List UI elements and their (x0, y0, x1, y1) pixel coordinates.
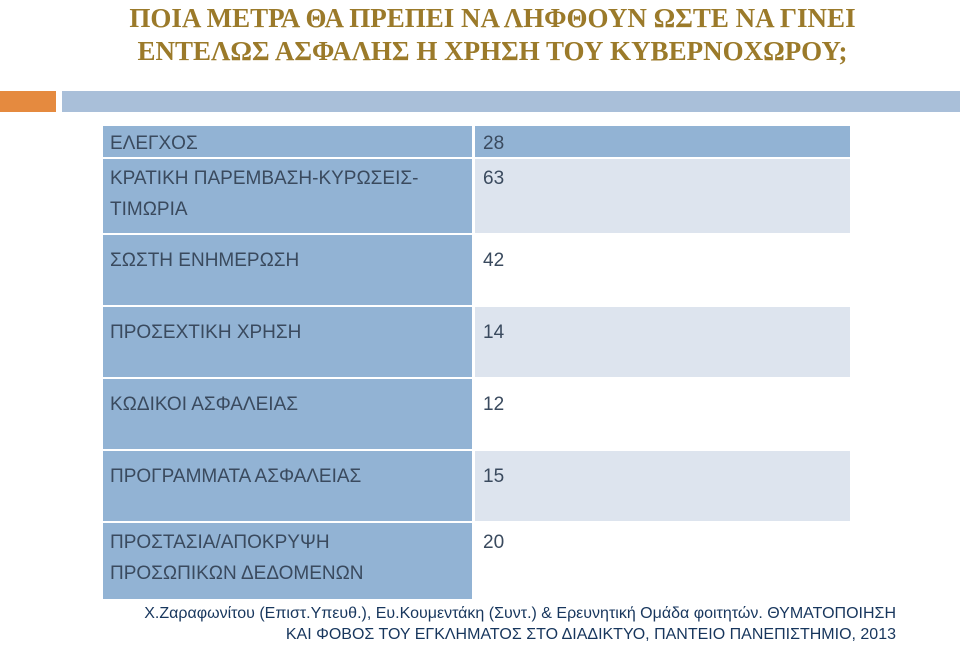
accent-bar (62, 91, 960, 112)
row-label-line: ΠΡΟΣΤΑΣΙΑ/ΑΠΟΚΡΥΨΗ (110, 532, 330, 553)
row-label-line: ΤΙΜΩΡΙΑ (110, 199, 188, 220)
row-label-line: ΠΡΟΓΡΑΜΜΑΤΑ ΑΣΦΑΛΕΙΑΣ (110, 466, 362, 487)
row-label: ΠΡΟΣΕΧΤΙΚΗ ΧΡΗΣΗ (103, 307, 472, 377)
row-label: ΠΡΟΓΡΑΜΜΑΤΑ ΑΣΦΑΛΕΙΑΣ (103, 451, 472, 521)
row-label: ΣΩΣΤΗ ΕΝΗΜΕΡΩΣΗ (103, 235, 472, 305)
row-value: 12 (475, 379, 850, 449)
row-label-line: ΣΩΣΤΗ ΕΝΗΜΕΡΩΣΗ (110, 250, 300, 271)
table-row: ΣΩΣΤΗ ΕΝΗΜΕΡΩΣΗ 42 (103, 235, 850, 305)
row-value: 14 (475, 307, 850, 377)
slide-title-line-1: ΠΟΙΑ ΜΕΤΡΑ ΘΑ ΠΡΕΠΕΙ ΝΑ ΛΗΦΘΟΥΝ ΩΣΤΕ ΝΑ … (129, 3, 856, 33)
row-label: ΚΩΔΙΚΟΙ ΑΣΦΑΛΕΙΑΣ (103, 379, 472, 449)
slide-title-line-2: ΕΝΤΕΛΩΣ ΑΣΦΑΛΗΣ Η ΧΡΗΣΗ ΤΟΥ ΚΥΒΕΡΝΟΧΩΡΟΥ… (137, 36, 848, 66)
row-value: 20 (475, 523, 850, 599)
row-label-line: ΠΡΟΣΩΠΙΚΩΝ ΔΕΔΟΜΕΝΩΝ (110, 563, 364, 584)
row-label: ΕΛΕΓΧΟΣ (103, 126, 472, 157)
table-row: ΠΡΟΣΤΑΣΙΑ/ΑΠΟΚΡΥΨΗ ΠΡΟΣΩΠΙΚΩΝ ΔΕΔΟΜΕΝΩΝ … (103, 523, 850, 599)
slide-title: ΠΟΙΑ ΜΕΤΡΑ ΘΑ ΠΡΕΠΕΙ ΝΑ ΛΗΦΘΟΥΝ ΩΣΤΕ ΝΑ … (0, 2, 960, 68)
source-citation-line-2: ΚΑΙ ΦΟΒΟΣ ΤΟΥ ΕΓΚΛΗΜΑΤΟΣ ΣΤΟ ΔΙΑΔΙΚΤΥΟ, … (285, 626, 896, 643)
source-citation-line-1: Χ.Ζαραφωνίτου (Επιστ.Υπευθ.), Ευ.Κουμεντ… (144, 605, 896, 622)
row-label-line: ΚΩΔΙΚΟΙ ΑΣΦΑΛΕΙΑΣ (110, 394, 298, 415)
row-label: ΠΡΟΣΤΑΣΙΑ/ΑΠΟΚΡΥΨΗ ΠΡΟΣΩΠΙΚΩΝ ΔΕΔΟΜΕΝΩΝ (103, 523, 472, 599)
table-row: ΕΛΕΓΧΟΣ 28 (103, 126, 850, 157)
row-value: 63 (475, 159, 850, 233)
row-value: 42 (475, 235, 850, 305)
row-value: 28 (475, 126, 850, 157)
table-row: ΚΡΑΤΙΚΗ ΠΑΡΕΜΒΑΣΗ-ΚΥΡΩΣΕΙΣ- ΤΙΜΩΡΙΑ 63 (103, 159, 850, 233)
accent-block (0, 91, 56, 112)
row-label-line: ΚΡΑΤΙΚΗ ΠΑΡΕΜΒΑΣΗ-ΚΥΡΩΣΕΙΣ- (110, 168, 419, 189)
table-row: ΠΡΟΣΕΧΤΙΚΗ ΧΡΗΣΗ 14 (103, 307, 850, 377)
row-label-line: ΕΛΕΓΧΟΣ (110, 133, 198, 154)
row-label: ΚΡΑΤΙΚΗ ΠΑΡΕΜΒΑΣΗ-ΚΥΡΩΣΕΙΣ- ΤΙΜΩΡΙΑ (103, 159, 472, 233)
row-label-line: ΠΡΟΣΕΧΤΙΚΗ ΧΡΗΣΗ (110, 322, 302, 343)
table-row: ΚΩΔΙΚΟΙ ΑΣΦΑΛΕΙΑΣ 12 (103, 379, 850, 449)
source-citation: Χ.Ζαραφωνίτου (Επιστ.Υπευθ.), Ευ.Κουμεντ… (60, 603, 896, 645)
row-value: 15 (475, 451, 850, 521)
table-row: ΠΡΟΓΡΑΜΜΑΤΑ ΑΣΦΑΛΕΙΑΣ 15 (103, 451, 850, 521)
